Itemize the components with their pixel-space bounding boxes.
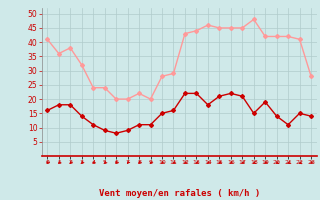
Text: Vent moyen/en rafales ( km/h ): Vent moyen/en rafales ( km/h ) [99, 189, 260, 198]
